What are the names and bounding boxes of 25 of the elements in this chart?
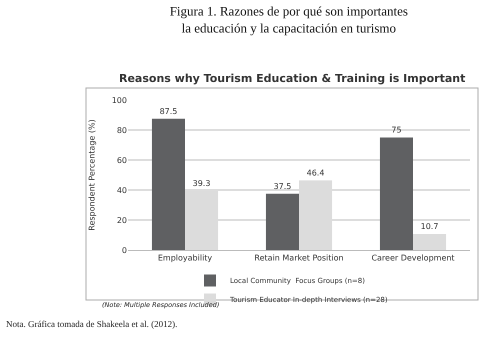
data-label: 39.3 [192, 179, 210, 188]
y-tick-label: 40 [116, 186, 127, 195]
data-label: 37.5 [274, 182, 292, 191]
data-label: 10.7 [420, 222, 438, 231]
y-axis-title: Respondent Percentage (%) [87, 119, 96, 231]
x-tick-label: Career Development [371, 254, 455, 263]
bar [185, 191, 218, 250]
bar [380, 138, 413, 250]
data-label: 87.5 [160, 106, 178, 116]
y-tick-label: 80 [116, 126, 127, 135]
y-tick-label: 60 [116, 156, 127, 165]
x-tick-label: Retain Market Position [254, 254, 344, 263]
y-tick-label: 100 [112, 96, 127, 105]
y-tick-label: 0 [122, 246, 127, 255]
y-tick-label: 20 [116, 216, 127, 225]
bar [266, 194, 299, 250]
x-tick-label: Employability [158, 254, 212, 263]
data-label: 75 [391, 126, 402, 134]
data-label: 46.4 [306, 168, 324, 178]
bar [413, 234, 446, 250]
text: Nota. Gráfica tomada de Shakeela et al. (2012). [6, 319, 178, 329]
bar [299, 180, 332, 250]
bar [152, 118, 185, 250]
chart-title: Figura 1. Razones de por qué son importantes la educación y la capacitación en turismo [170, 4, 408, 36]
chart-subtitle: Reasons why Tourism Education & Training is Important [119, 72, 466, 85]
